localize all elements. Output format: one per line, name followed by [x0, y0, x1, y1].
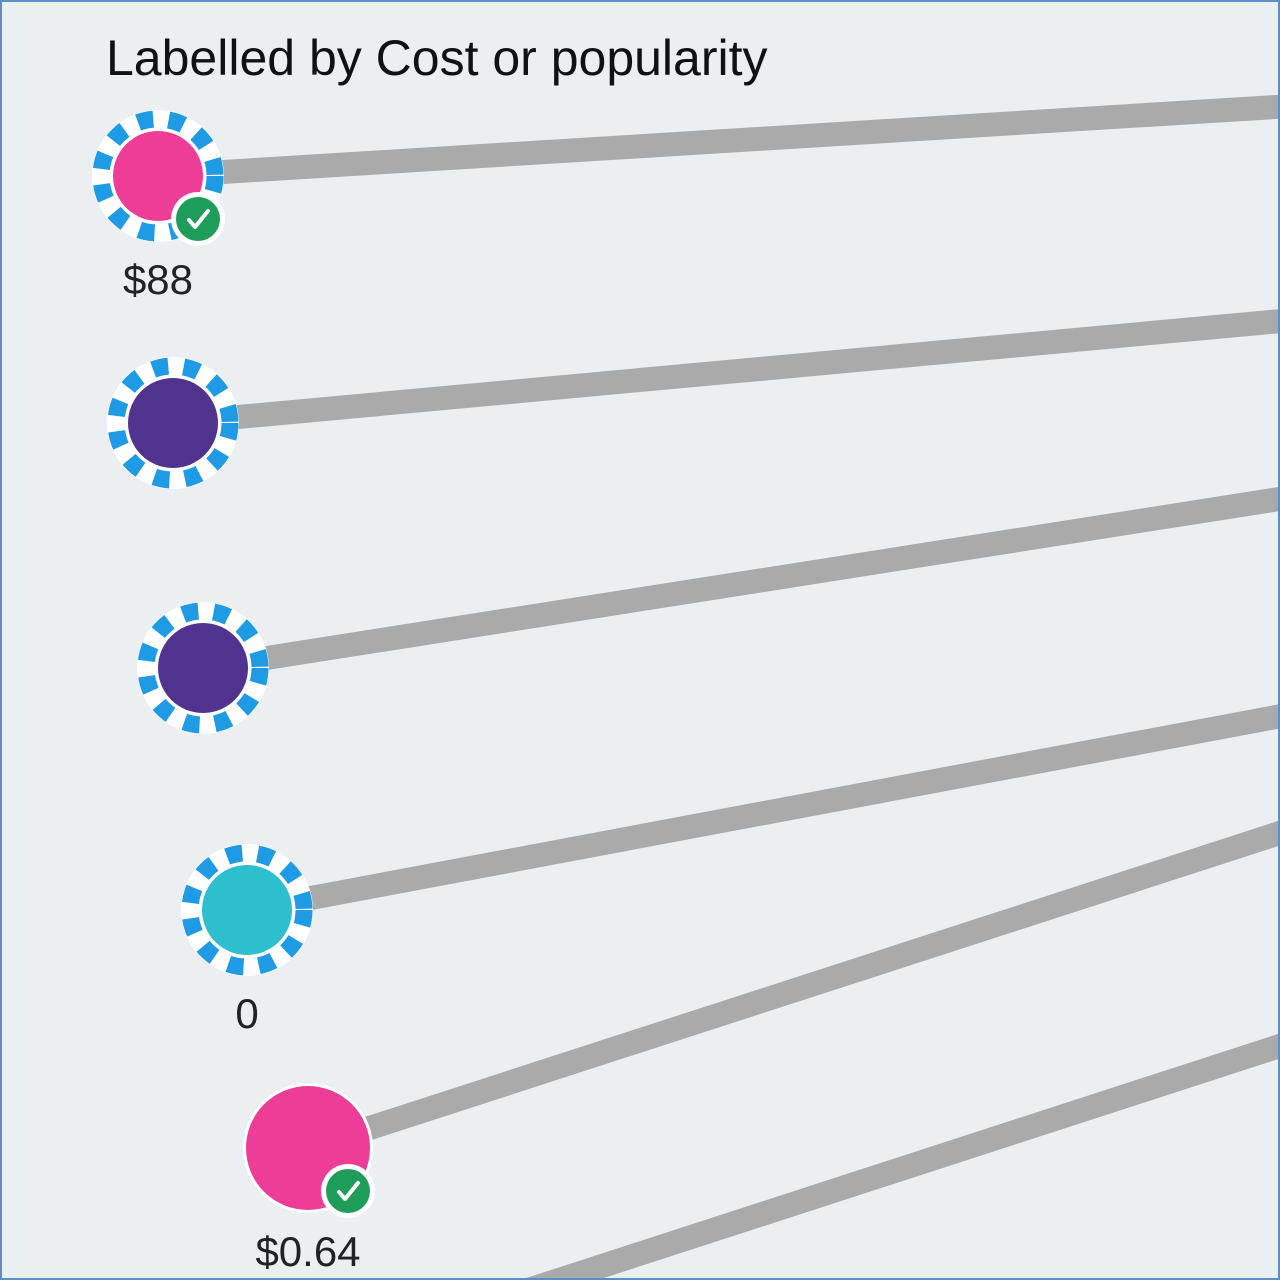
selection-dashed-ring	[92, 110, 224, 242]
node-3[interactable]	[137, 602, 269, 734]
node-label: 0	[235, 990, 258, 1037]
node-label: $0.64	[255, 1228, 360, 1275]
node-circle	[158, 623, 248, 713]
node-circle	[128, 378, 218, 468]
link-1	[157, 94, 1278, 188]
node-1[interactable]: $88	[92, 110, 225, 303]
links-layer	[157, 94, 1278, 1278]
node-4[interactable]: 0	[181, 844, 313, 1037]
node-label: $88	[123, 256, 193, 303]
link-4	[244, 704, 1278, 922]
check-icon	[187, 209, 210, 229]
selection-dashed-ring	[137, 602, 269, 734]
badge-circle	[326, 1169, 370, 1213]
node-circle	[202, 865, 292, 955]
nodes-layer: $88 0 $0.64	[92, 110, 375, 1275]
link-2	[171, 309, 1278, 435]
diagram-title: Labelled by Cost or popularity	[106, 30, 768, 86]
badge-circle	[176, 197, 220, 241]
selection-dashed-ring	[181, 844, 313, 976]
link-3	[201, 487, 1278, 680]
check-icon	[337, 1181, 360, 1201]
selection-dashed-ring	[107, 357, 239, 489]
link-5	[304, 820, 1278, 1160]
node-5[interactable]: $0.64	[243, 1083, 375, 1275]
link-offscreen-1	[526, 1033, 1278, 1278]
node-2[interactable]	[107, 357, 239, 489]
